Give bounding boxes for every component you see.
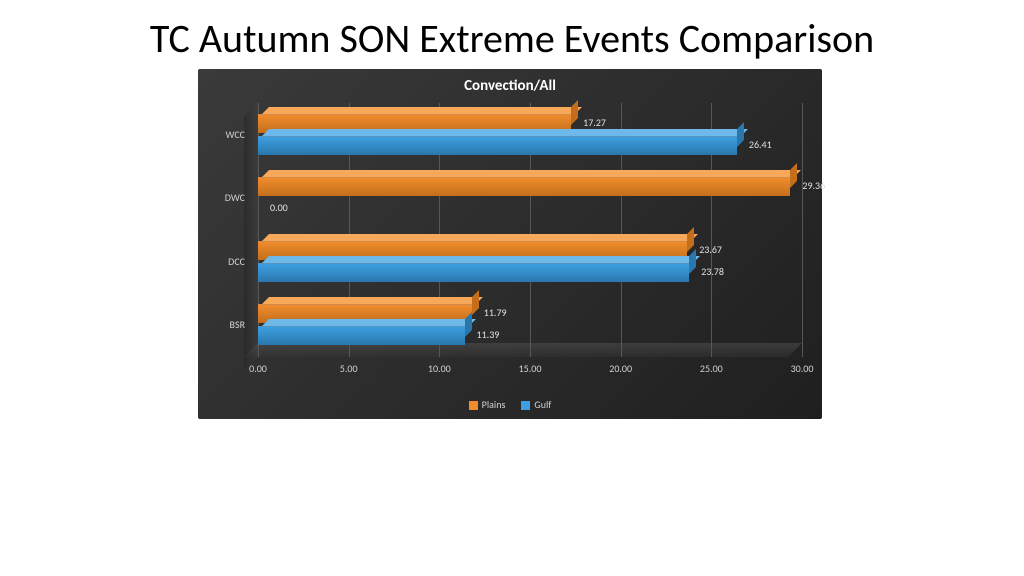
chart-title: Convection/All (198, 69, 822, 97)
x-tick-label: 15.00 (519, 362, 542, 375)
value-label: 0.00 (270, 201, 288, 214)
page: TC Autumn SON Extreme Events Comparison … (0, 0, 1024, 576)
x-tick-label: 20.00 (609, 362, 632, 375)
category-group: DCC23.6723.78 (258, 230, 802, 294)
legend: Plains Gulf (198, 398, 822, 411)
legend-swatch (521, 401, 530, 410)
gridline (802, 103, 803, 357)
x-tick-label: 30.00 (791, 362, 814, 375)
value-label: 29.36 (802, 179, 825, 192)
chart-container: Convection/All WCC 17.27 26.41 DWC 29.36 0.00… (198, 69, 822, 419)
value-label: 23.67 (699, 243, 722, 256)
x-tick-label: 10.00 (428, 362, 451, 375)
value-label: 17.27 (583, 116, 606, 129)
bar: 23.78 (258, 263, 689, 281)
value-label: 26.41 (749, 138, 772, 151)
legend-item: Plains (469, 398, 506, 411)
bar: 29.36 (258, 177, 790, 195)
legend-swatch (469, 401, 478, 410)
plot-area: WCC17.2726.41DWC29.360.00DCC23.6723.78BS… (258, 103, 802, 357)
page-title: TC Autumn SON Extreme Events Comparison (0, 0, 1024, 69)
legend-label: Plains (482, 398, 506, 411)
depth-wall (244, 103, 258, 371)
category-label: DWC (200, 191, 245, 204)
bar: 26.41 (258, 136, 737, 154)
category-label: WCC (200, 128, 245, 141)
legend-item: Gulf (521, 398, 551, 411)
value-label: 11.39 (477, 328, 500, 341)
x-tick-label: 0.00 (249, 362, 267, 375)
legend-label: Gulf (534, 398, 551, 411)
category-label: DCC (200, 255, 245, 268)
category-group: DWC29.360.00 (258, 167, 802, 231)
category-label: BSR (200, 318, 245, 331)
category-group: WCC17.2726.41 (258, 103, 802, 167)
value-label: 11.79 (484, 306, 507, 319)
category-group: BSR11.7911.39 (258, 294, 802, 358)
x-tick-label: 25.00 (700, 362, 723, 375)
bar: 11.39 (258, 326, 465, 344)
x-tick-label: 5.00 (340, 362, 358, 375)
value-label: 23.78 (701, 265, 724, 278)
